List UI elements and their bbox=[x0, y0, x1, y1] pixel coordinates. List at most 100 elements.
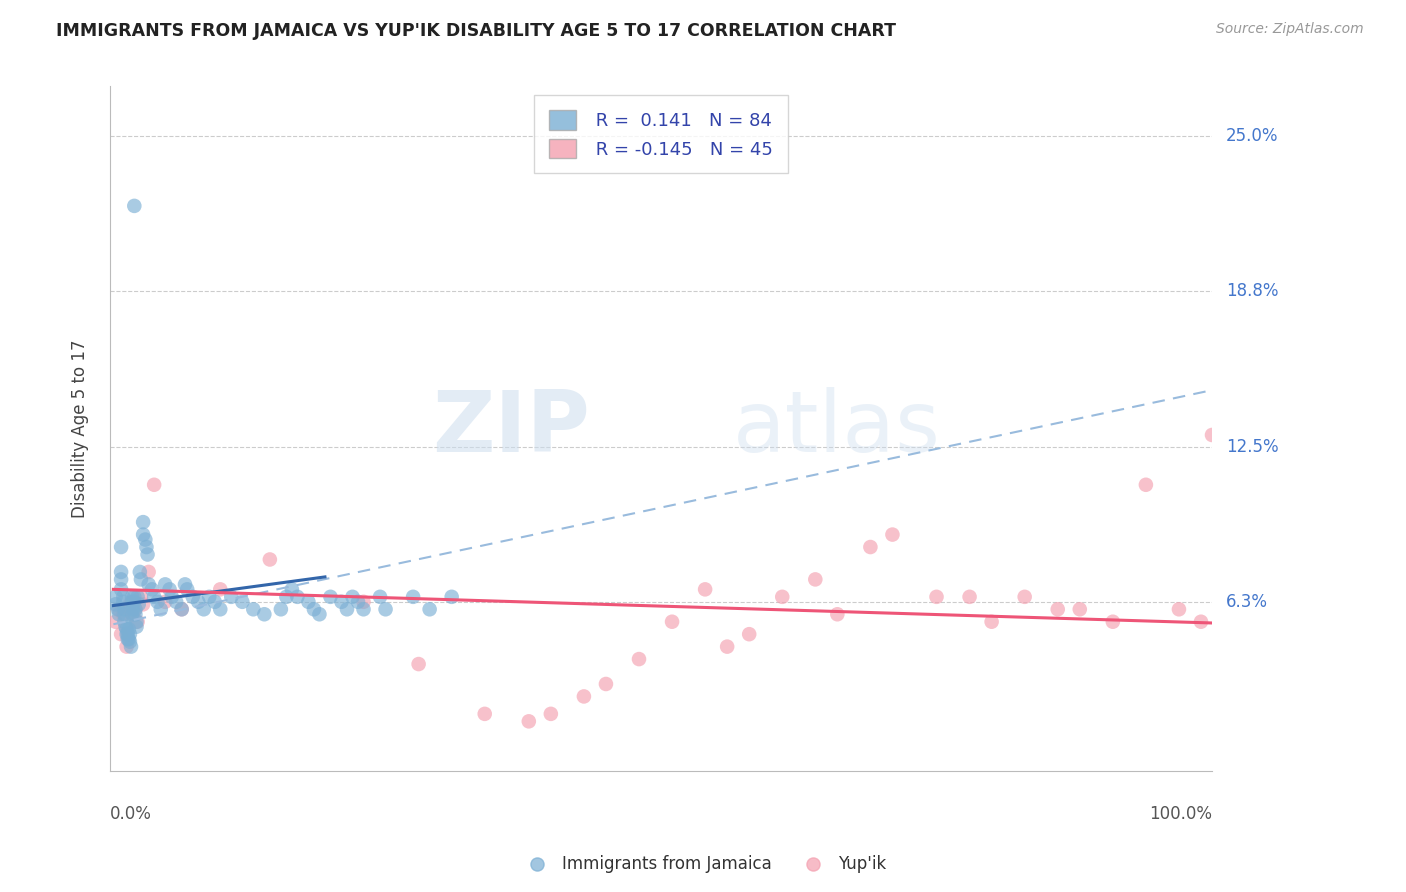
Point bbox=[143, 477, 166, 491]
Point bbox=[368, 590, 391, 604]
Point bbox=[134, 533, 156, 547]
Point bbox=[141, 582, 163, 597]
Point bbox=[980, 615, 1002, 629]
Point bbox=[108, 602, 131, 616]
Point bbox=[1168, 602, 1191, 616]
Point bbox=[198, 590, 221, 604]
Point bbox=[124, 595, 146, 609]
Point bbox=[143, 590, 166, 604]
Point bbox=[1046, 602, 1069, 616]
Point bbox=[281, 582, 304, 597]
Text: ZIP: ZIP bbox=[432, 387, 589, 470]
Point bbox=[128, 565, 150, 579]
Text: atlas: atlas bbox=[733, 387, 941, 470]
Point bbox=[1135, 477, 1157, 491]
Point bbox=[925, 590, 948, 604]
Point bbox=[117, 632, 139, 647]
Point bbox=[118, 632, 141, 647]
Point bbox=[827, 607, 849, 622]
Point bbox=[302, 602, 325, 616]
Point bbox=[695, 582, 717, 597]
Point bbox=[174, 577, 197, 591]
Point bbox=[121, 590, 143, 604]
Text: 0.0%: 0.0% bbox=[110, 805, 152, 823]
Point bbox=[110, 627, 132, 641]
Point bbox=[187, 595, 209, 609]
Legend:  R =  0.141   N = 84,  R = -0.145   N = 45: R = 0.141 N = 84, R = -0.145 N = 45 bbox=[534, 95, 787, 173]
Point bbox=[136, 548, 159, 562]
Point bbox=[440, 590, 463, 604]
Point bbox=[104, 590, 127, 604]
Point bbox=[121, 607, 143, 622]
Point bbox=[859, 540, 882, 554]
Point bbox=[330, 595, 353, 609]
Point bbox=[118, 627, 141, 641]
Point bbox=[153, 577, 176, 591]
Point bbox=[181, 590, 204, 604]
Point bbox=[209, 582, 232, 597]
Text: 100.0%: 100.0% bbox=[1149, 805, 1212, 823]
Point bbox=[353, 595, 375, 609]
Point bbox=[1014, 590, 1036, 604]
Point bbox=[159, 582, 181, 597]
Point bbox=[738, 627, 761, 641]
Point bbox=[110, 540, 132, 554]
Point bbox=[402, 590, 425, 604]
Text: IMMIGRANTS FROM JAMAICA VS YUP'IK DISABILITY AGE 5 TO 17 CORRELATION CHART: IMMIGRANTS FROM JAMAICA VS YUP'IK DISABI… bbox=[56, 22, 896, 40]
Point bbox=[242, 602, 264, 616]
Point bbox=[120, 640, 142, 654]
Point bbox=[118, 622, 141, 636]
Point bbox=[112, 602, 135, 616]
Point bbox=[124, 607, 146, 622]
Point bbox=[104, 597, 127, 611]
Point bbox=[336, 602, 359, 616]
Point bbox=[132, 597, 155, 611]
Text: 6.3%: 6.3% bbox=[1226, 593, 1268, 611]
Point bbox=[882, 527, 904, 541]
Point bbox=[160, 590, 183, 604]
Point bbox=[127, 590, 149, 604]
Point bbox=[517, 714, 540, 729]
Point bbox=[804, 573, 827, 587]
Point bbox=[121, 595, 143, 609]
Point bbox=[1069, 602, 1091, 616]
Point bbox=[209, 602, 232, 616]
Point bbox=[112, 615, 135, 629]
Point bbox=[114, 620, 136, 634]
Point bbox=[253, 607, 276, 622]
Point bbox=[474, 706, 496, 721]
Text: 25.0%: 25.0% bbox=[1226, 128, 1278, 145]
Point bbox=[115, 622, 138, 636]
Point bbox=[127, 615, 149, 629]
Point bbox=[1201, 428, 1223, 442]
Text: 18.8%: 18.8% bbox=[1226, 282, 1278, 300]
Point bbox=[204, 595, 226, 609]
Point bbox=[627, 652, 650, 666]
Point bbox=[110, 565, 132, 579]
Point bbox=[661, 615, 683, 629]
Point bbox=[170, 602, 193, 616]
Point bbox=[153, 595, 176, 609]
Point bbox=[176, 582, 198, 597]
Point bbox=[138, 565, 160, 579]
Point bbox=[121, 607, 143, 622]
Point bbox=[270, 602, 292, 616]
Point bbox=[112, 607, 135, 622]
Point bbox=[122, 602, 145, 616]
Point bbox=[107, 602, 129, 616]
Point bbox=[138, 577, 160, 591]
Point bbox=[342, 590, 364, 604]
Point bbox=[595, 677, 617, 691]
Point bbox=[115, 627, 138, 641]
Point bbox=[110, 582, 132, 597]
Point bbox=[219, 590, 242, 604]
Point bbox=[408, 657, 430, 671]
Point bbox=[419, 602, 441, 616]
Point bbox=[231, 595, 253, 609]
Point bbox=[1189, 615, 1212, 629]
Point bbox=[108, 607, 131, 622]
Point bbox=[132, 527, 155, 541]
Point bbox=[297, 595, 319, 609]
Point bbox=[165, 595, 187, 609]
Point bbox=[146, 595, 169, 609]
